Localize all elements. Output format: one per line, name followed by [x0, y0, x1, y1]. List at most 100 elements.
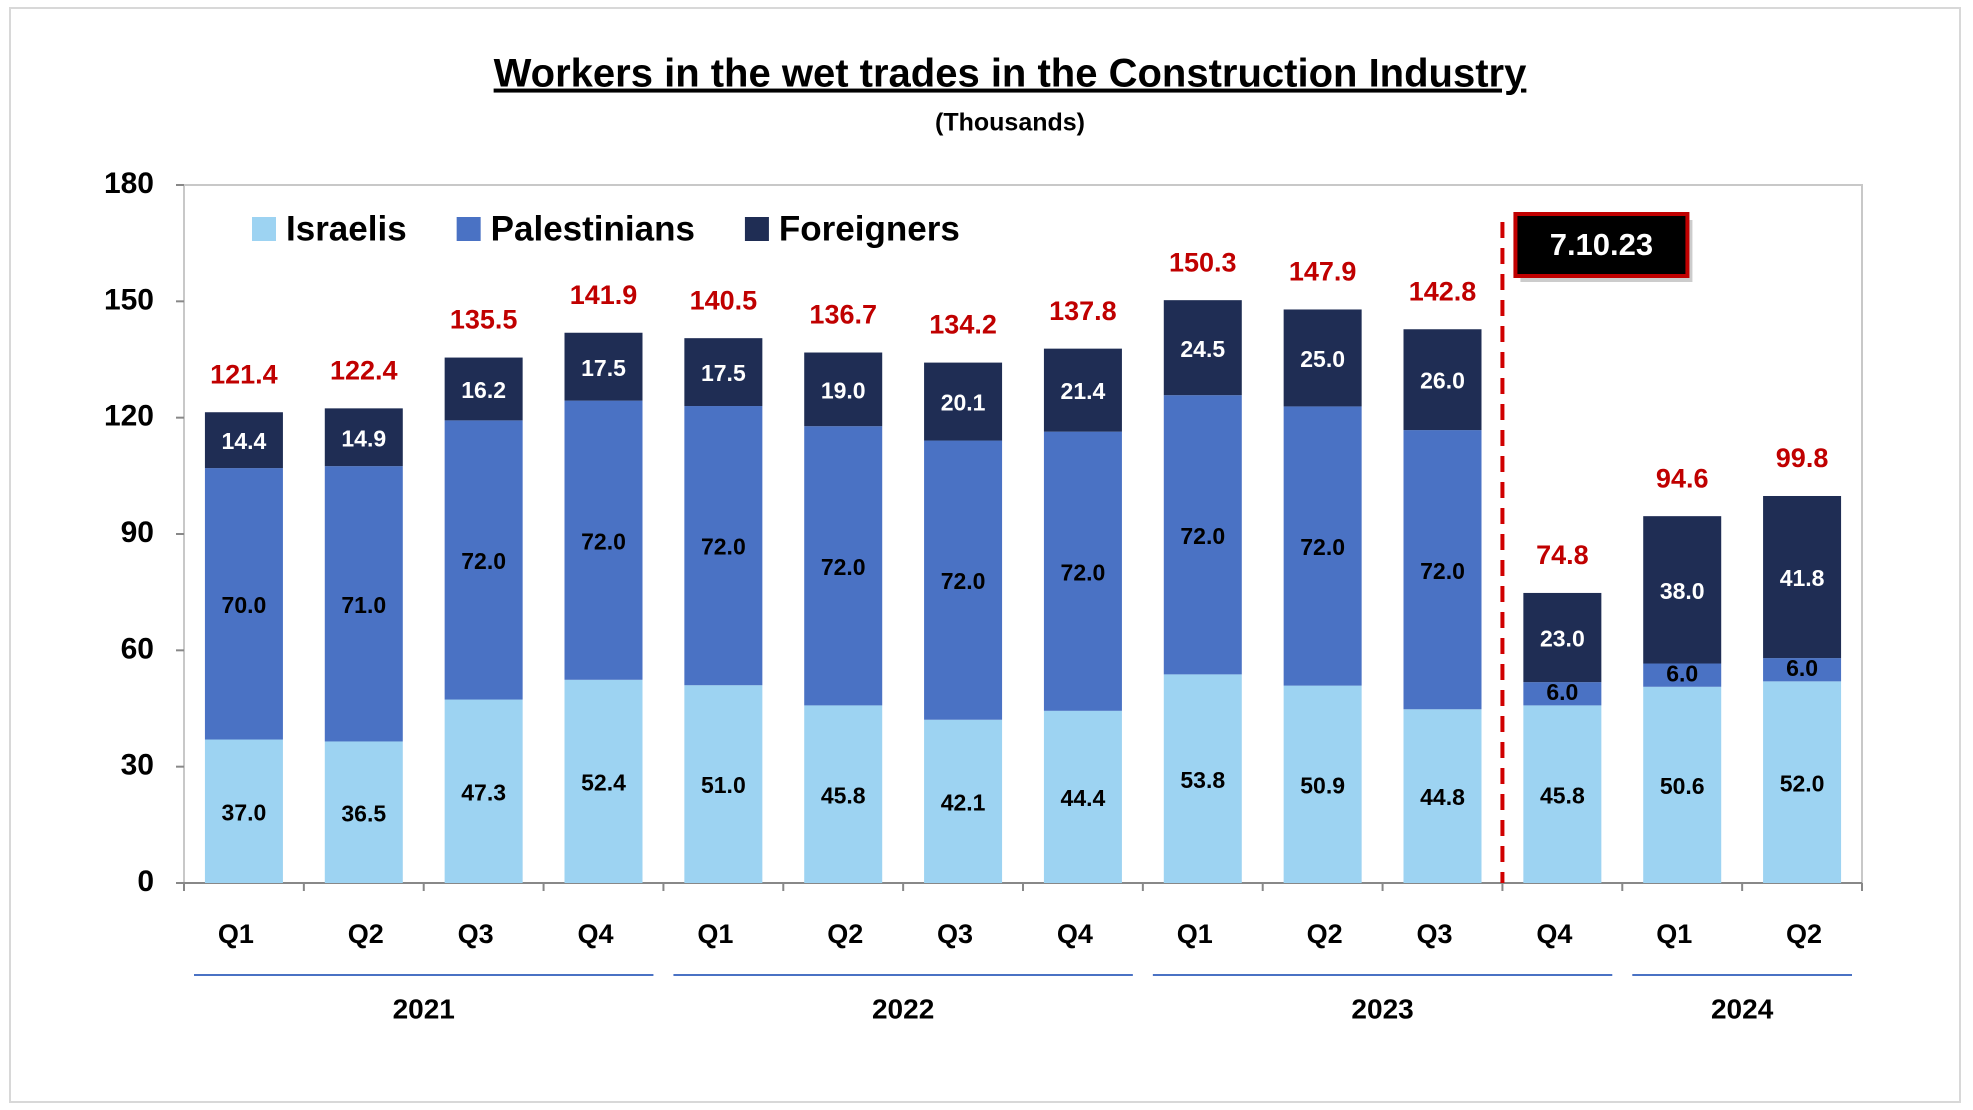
- value-label: 44.8: [1420, 784, 1465, 810]
- value-label: 72.0: [1300, 534, 1345, 560]
- bar-segment: [1403, 430, 1482, 710]
- bar-segment: [1763, 681, 1842, 883]
- group-label: 2021: [393, 993, 455, 1024]
- value-label: 72.0: [941, 568, 986, 594]
- value-label: 26.0: [1420, 368, 1465, 394]
- x-tick-label: Q4: [1536, 919, 1572, 949]
- bar-segment: [1403, 329, 1482, 431]
- bar-segment: [1643, 663, 1722, 687]
- chart-subtitle: (Thousands): [935, 109, 1085, 137]
- total-label: 137.8: [1049, 296, 1117, 326]
- x-tick-label: Q1: [218, 919, 254, 949]
- total-label: 147.9: [1289, 257, 1357, 287]
- value-label: 72.0: [1420, 558, 1465, 584]
- bar-segment: [1283, 406, 1362, 686]
- bar-segment: [684, 685, 763, 883]
- value-label: 50.9: [1300, 772, 1345, 798]
- bar-segment: [564, 679, 643, 883]
- value-label: 50.6: [1660, 773, 1705, 799]
- value-label: 53.8: [1180, 767, 1225, 793]
- bar-segment: [1523, 682, 1602, 706]
- x-tick-label: Q3: [937, 919, 973, 949]
- value-label: 47.3: [461, 779, 506, 805]
- value-label: 14.9: [341, 425, 386, 451]
- y-tick-label: 60: [121, 632, 154, 665]
- bar-segment: [1763, 495, 1842, 659]
- bar-segment: [444, 357, 523, 421]
- bar-segment: [804, 426, 883, 706]
- bar-segment: [804, 705, 883, 883]
- total-label: 140.5: [690, 285, 758, 315]
- bar-segment: [324, 408, 403, 467]
- bar-segment: [1163, 300, 1242, 396]
- chart-title: Workers in the wet trades in the Constru…: [494, 52, 1527, 96]
- total-label: 99.8: [1776, 443, 1829, 473]
- value-label: 16.2: [461, 377, 506, 403]
- value-label: 71.0: [341, 592, 386, 618]
- bar-segment: [804, 352, 883, 427]
- value-label: 6.0: [1546, 679, 1578, 705]
- bar-segment: [1643, 686, 1722, 883]
- x-tick-label: Q1: [1177, 919, 1213, 949]
- bar-segment: [684, 338, 763, 407]
- value-label: 41.8: [1780, 565, 1825, 591]
- bar-segment: [1763, 658, 1842, 682]
- value-label: 36.5: [341, 800, 386, 826]
- legend-swatch: [252, 217, 276, 241]
- bar-segment: [1523, 705, 1602, 883]
- value-label: 37.0: [222, 799, 267, 825]
- total-label: 150.3: [1169, 247, 1237, 277]
- x-tick-label: Q3: [458, 919, 494, 949]
- bar-segment: [1163, 395, 1242, 675]
- value-label: 72.0: [581, 528, 626, 554]
- bar-segment: [1043, 431, 1122, 711]
- value-label: 72.0: [1180, 523, 1225, 549]
- group-label: 2024: [1711, 993, 1774, 1024]
- bar-segment: [684, 406, 763, 686]
- event-label: 7.10.23: [1550, 227, 1653, 262]
- value-label: 21.4: [1061, 378, 1106, 404]
- x-tick-label: Q4: [1057, 919, 1093, 949]
- value-label: 20.1: [941, 390, 986, 416]
- x-tick-label: Q1: [697, 919, 733, 949]
- group-label: 2022: [872, 993, 934, 1024]
- value-label: 6.0: [1786, 655, 1818, 681]
- bar-segment: [1043, 348, 1122, 432]
- x-tick-label: Q2: [827, 919, 863, 949]
- bar-segment: [1163, 674, 1242, 883]
- y-tick-label: 180: [104, 167, 154, 200]
- value-label: 25.0: [1300, 346, 1345, 372]
- x-tick-label: Q4: [577, 919, 613, 949]
- legend-label: Palestinians: [491, 209, 695, 248]
- bar-segment: [204, 468, 283, 740]
- legend-swatch: [744, 217, 769, 241]
- value-label: 6.0: [1666, 661, 1698, 687]
- bar-segment: [1283, 685, 1362, 883]
- x-tick-label: Q1: [1656, 919, 1692, 949]
- bar-segment: [324, 466, 403, 742]
- value-label: 17.5: [701, 360, 746, 386]
- x-tick-label: Q3: [1416, 919, 1452, 949]
- total-label: 94.6: [1656, 463, 1709, 493]
- value-label: 42.1: [941, 789, 986, 815]
- bar-segment: [564, 332, 643, 401]
- bar-segment: [204, 412, 283, 469]
- y-tick-label: 120: [104, 400, 154, 433]
- legend-label: Foreigners: [779, 209, 960, 248]
- x-tick-label: Q2: [348, 919, 384, 949]
- value-label: 45.8: [821, 782, 866, 808]
- bar-segment: [1643, 516, 1722, 664]
- bar-segment: [204, 739, 283, 883]
- value-label: 52.4: [581, 769, 626, 795]
- value-label: 51.0: [701, 772, 746, 798]
- bar-segment: [1043, 710, 1122, 883]
- total-label: 141.9: [570, 280, 638, 310]
- y-tick-label: 0: [137, 865, 154, 898]
- bar-segment: [324, 741, 403, 883]
- legend-swatch: [456, 217, 481, 241]
- value-label: 24.5: [1180, 336, 1225, 362]
- value-label: 72.0: [461, 548, 506, 574]
- bar-segment: [444, 420, 523, 700]
- bar-segment: [924, 719, 1003, 883]
